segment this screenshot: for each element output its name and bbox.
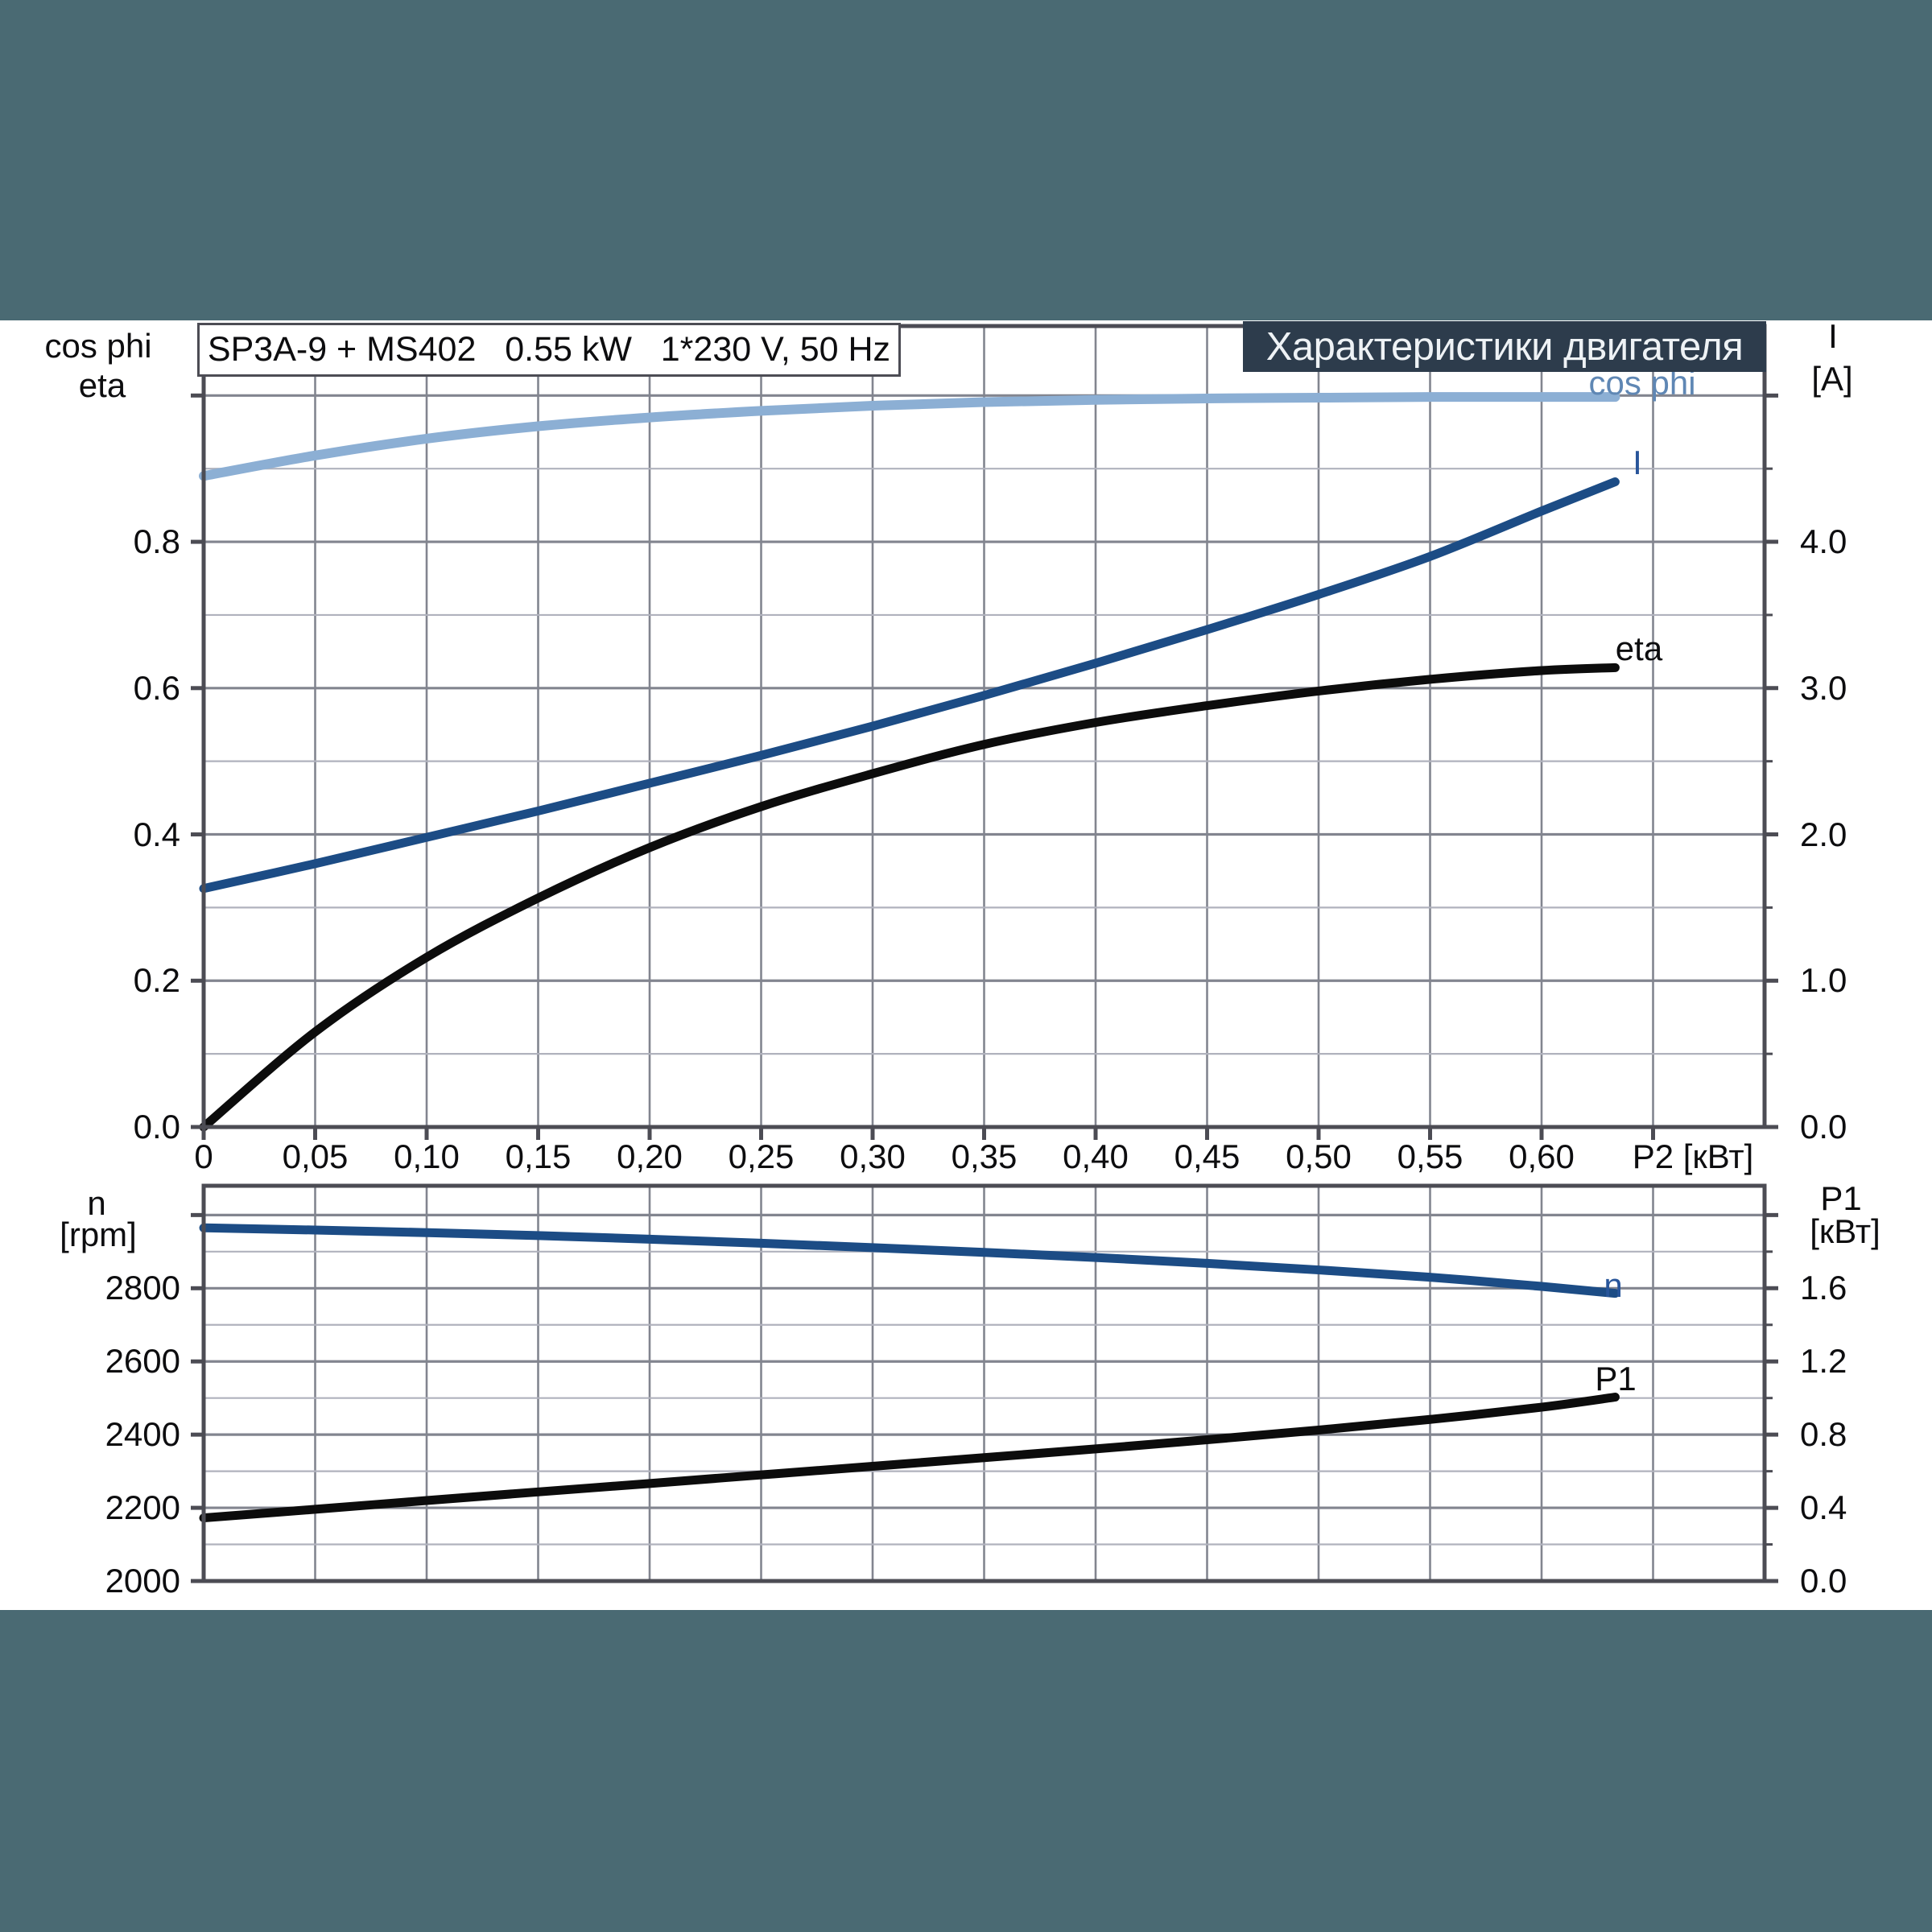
y-left-tick-label: 2800 [105,1269,180,1307]
top-frame-band [0,0,1932,320]
y-left-axis-title: n [87,1183,106,1222]
y-left-tick-label: 2200 [105,1488,180,1526]
page-title-banner: Характеристики двигателя [1243,321,1766,372]
y-left-axis-title: [rpm] [60,1215,137,1253]
x-tick-label: 0,30 [840,1137,906,1175]
y-right-tick-label: 0.4 [1800,1488,1847,1526]
x-tick-label: 0 [194,1137,213,1175]
y-left-tick-label: 0.8 [133,522,180,560]
x-tick-label: 0,35 [951,1137,1018,1175]
x-tick-label: 0,50 [1286,1137,1352,1175]
y-right-tick-label: 1.6 [1800,1269,1847,1307]
x-tick-label: 0,40 [1063,1137,1129,1175]
y-right-axis-title: I [1828,316,1838,355]
y-right-tick-label: 0.8 [1800,1415,1847,1454]
curve-P1 [199,1393,1620,1523]
x-tick-label: 0,20 [617,1137,683,1175]
x-tick-label: 0,45 [1174,1137,1241,1175]
x-tick-label: 0,60 [1509,1137,1575,1175]
x-tick-label: 0,10 [394,1137,460,1175]
y-right-tick-label: 1.0 [1800,961,1847,1000]
x-tick-label: 0,55 [1397,1137,1463,1175]
y-right-axis-title: [кВт] [1810,1212,1880,1250]
curve-I [199,477,1620,894]
curve-label-n: n [1604,1265,1623,1304]
y-left-tick-label: 0.0 [133,1107,180,1146]
curve-label-P1: P1 [1595,1359,1637,1397]
x-tick-label: 0,25 [728,1137,795,1175]
y-right-axis-title: [A] [1811,359,1853,398]
y-right-tick-label: 2.0 [1800,815,1847,853]
curve-label-I: I [1633,443,1642,481]
curve-eta [199,663,1620,1132]
y-left-tick-label: 0.6 [133,668,180,707]
x-tick-label: 0,15 [505,1137,572,1175]
y-right-tick-label: 4.0 [1800,522,1847,560]
y-right-tick-label: 1.2 [1800,1342,1847,1381]
y-right-tick-label: 0.0 [1800,1561,1847,1600]
x-axis-title: P2 [кВт] [1632,1137,1754,1175]
bottom-frame-band [0,1610,1932,1932]
chart-title-box: SP3A-9 + MS402 0.55 kW 1*230 V, 50 Hz [197,323,901,377]
y-left-tick-label: 2600 [105,1342,180,1381]
y-left-tick-label: 0.4 [133,815,180,853]
plot-border [201,1183,1767,1583]
y-left-axis-title: cos phi [44,326,152,365]
curve-n [199,1223,1620,1298]
y-left-tick-label: 0.2 [133,961,180,1000]
x-tick-label: 0,05 [282,1137,349,1175]
y-right-axis-title: P1 [1820,1179,1862,1217]
y-right-tick-label: 3.0 [1800,668,1847,707]
curve-label-eta: eta [1615,629,1663,667]
y-right-tick-label: 0.0 [1800,1107,1847,1146]
y-left-tick-label: 2000 [105,1561,180,1600]
y-left-tick-label: 2400 [105,1415,180,1454]
curve-cos-phi [199,392,1620,481]
y-left-axis-title: eta [78,365,126,404]
